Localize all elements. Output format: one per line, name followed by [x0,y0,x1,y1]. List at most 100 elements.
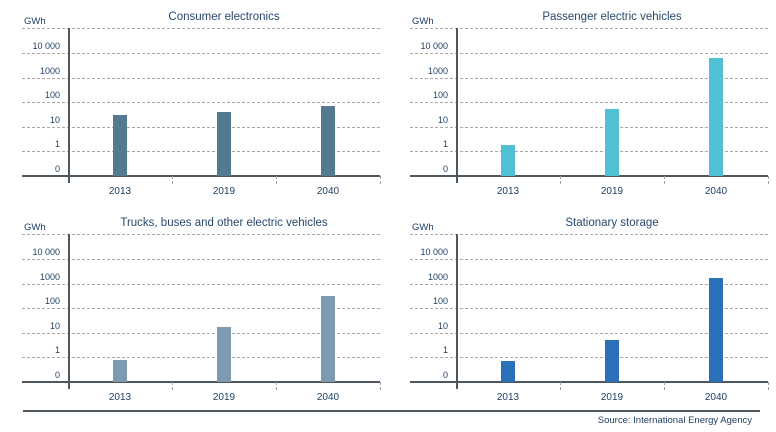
y-tick-label: 1 [442,345,448,356]
figure-divider [23,410,760,412]
y-tick-label: 1000 [427,271,448,282]
plot-area: 10 000 1000 100 10 1 0 2013 2019 2040 [388,6,776,212]
category-boundary-tick [172,176,173,184]
y-gridline [410,357,768,359]
category-boundary-tick [172,382,173,390]
y-tick-label: 0 [54,164,60,174]
x-tick-label: 2040 [316,186,340,197]
y-tick-label: 10 000 [32,41,60,51]
category-boundary-tick [664,382,665,390]
y-axis-line [456,28,458,183]
y-gridline [410,102,768,104]
y-gridline [22,357,380,359]
y-axis-unit-label: GWh [24,16,46,27]
y-gridline [410,77,768,79]
category-boundary-tick [560,176,561,184]
bar-2019 [217,326,231,382]
y-tick-label: 1 [54,139,60,150]
y-axis-unit-label: GWh [412,222,434,233]
bar-2040 [321,296,335,382]
chart-title: Passenger electric vehicles [542,11,682,23]
bar-2013 [113,115,127,176]
y-tick-label: 1000 [39,271,60,282]
y-tick-label: 0 [442,164,448,174]
y-gridline [410,126,768,128]
y-gridline [22,308,380,310]
y-gridline [22,259,380,260]
bar-2040 [709,277,723,382]
y-tick-label: 1000 [427,65,448,76]
chart-title: Trucks, buses and other electric vehicle… [120,217,328,229]
y-tick-label: 10 [49,320,60,331]
category-boundary-tick [560,382,561,390]
bar-2013 [113,359,127,382]
chart-panel-passenger-electric-vehicles: GWh Passenger electric vehicles 10 000 10… [388,6,776,212]
y-gridline [410,53,768,54]
y-tick-label: 100 [44,296,60,307]
category-boundary-tick [380,382,381,390]
y-tick-label: 1 [442,139,448,150]
x-tick-label: 2040 [704,392,728,403]
x-tick-label: 2040 [704,186,728,197]
y-tick-label: 100 [432,296,448,307]
y-gridline [410,332,768,334]
y-gridline [22,28,380,30]
y-tick-label: 1 [54,345,60,356]
y-tick-label: 1000 [39,65,60,76]
y-gridline [22,283,380,285]
x-axis-baseline [410,175,768,177]
y-gridline [22,126,380,128]
x-tick-label: 2019 [600,392,624,403]
x-axis-baseline [22,175,380,177]
chart-panel-trucks-buses-other-ev: GWh Trucks, buses and other electric veh… [0,212,388,418]
category-boundary-tick [380,176,381,184]
category-boundary-tick [768,176,769,184]
x-tick-label: 2019 [600,186,624,197]
chart-title: Consumer electronics [168,11,280,23]
bar-2013 [501,361,515,382]
y-axis-line [68,234,70,389]
chart-panel-consumer-electronics: GWh Consumer electronics 10 000 1000 100 10… [0,6,388,212]
y-gridline [22,151,380,153]
y-axis-line [68,28,70,183]
plot-area: 10 000 1000 100 10 1 0 2013 2019 2040 [388,212,776,418]
category-boundary-tick [276,176,277,184]
bar-2019 [217,111,231,176]
plot-area: 10 000 1000 100 10 1 0 2013 2019 2040 [0,212,388,418]
y-gridline [410,259,768,260]
y-gridline [22,53,380,54]
y-tick-label: 10 [437,114,448,125]
x-tick-label: 2019 [212,392,236,403]
source-attribution: Source: International Energy Agency [597,415,752,426]
y-gridline [410,283,768,285]
y-gridline [410,234,768,236]
y-tick-label: 0 [54,370,60,380]
y-gridline [410,308,768,310]
x-tick-label: 2013 [108,392,132,403]
y-tick-label: 100 [44,90,60,101]
x-tick-label: 2013 [496,186,520,197]
chart-title: Stationary storage [565,217,659,229]
y-gridline [410,151,768,153]
bar-2019 [605,340,619,382]
bar-2019 [605,108,619,176]
bar-2040 [321,106,335,176]
category-boundary-tick [276,382,277,390]
y-tick-label: 100 [432,90,448,101]
chart-panel-stationary-storage: GWh Stationary storage 10 000 1000 100 10 1 0… [388,212,776,418]
y-axis-unit-label: GWh [24,222,46,233]
x-axis-baseline [22,381,380,383]
bar-2040 [709,57,723,176]
y-tick-label: 10 000 [32,247,60,257]
y-tick-label: 10 000 [420,41,448,51]
y-tick-label: 10 [49,114,60,125]
y-gridline [22,77,380,79]
category-boundary-tick [768,382,769,390]
x-tick-label: 2019 [212,186,236,197]
y-gridline [22,332,380,334]
y-axis-line [456,234,458,389]
y-tick-label: 0 [442,370,448,380]
y-axis-unit-label: GWh [412,16,434,27]
y-gridline [22,234,380,236]
